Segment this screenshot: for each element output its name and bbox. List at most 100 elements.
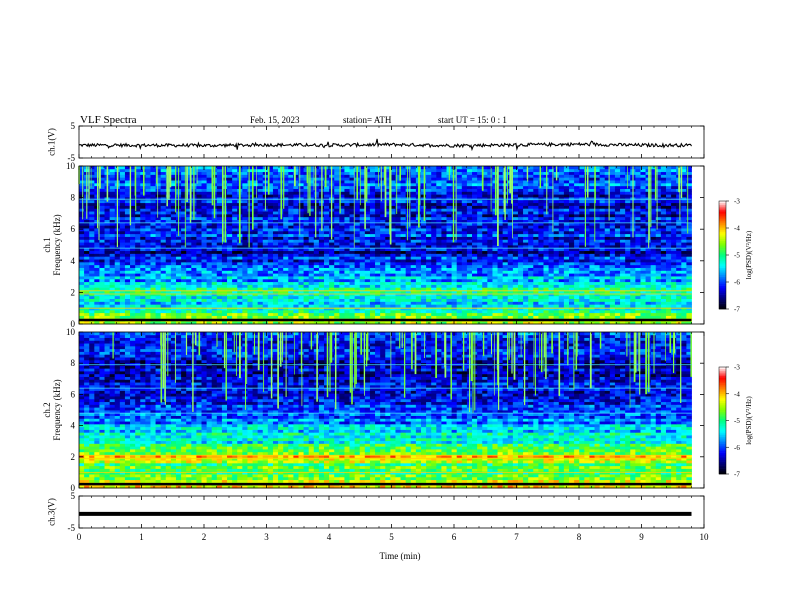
spectrogram-cell (645, 304, 652, 308)
spectrogram-cell (507, 284, 514, 288)
spectrogram-cell (375, 219, 381, 223)
spectrogram-cell (175, 284, 182, 288)
spectrogram-cell (283, 245, 289, 249)
spectrogram-cell (181, 261, 187, 266)
spectrogram-cell (426, 230, 432, 235)
spectrogram-cell (543, 267, 549, 271)
spectrogram-cell (625, 287, 631, 291)
spectrogram-cell (482, 309, 488, 314)
spectrogram-cell (594, 228, 601, 232)
spectrogram-cell (247, 315, 253, 319)
spectrogram-cell (665, 222, 672, 226)
spectrogram-cell (533, 261, 539, 266)
spectrogram-cell (492, 278, 498, 283)
spectrogram-cell (395, 267, 401, 271)
spectrogram-cell (119, 273, 126, 277)
spectrogram-cell (395, 256, 401, 260)
spectrogram-cell (227, 242, 233, 246)
spectrogram-cell (635, 216, 641, 221)
spectrogram-cell (594, 307, 601, 311)
spectrogram-cell (191, 273, 197, 277)
spectrogram-cell (308, 295, 315, 300)
spectrogram-cell (252, 321, 259, 325)
spectrogram-cell (466, 245, 473, 249)
spectrogram-cell (665, 307, 672, 311)
spectrogram-cell (339, 278, 345, 283)
spectrogram-cell (553, 239, 560, 243)
spectrogram-cell (232, 233, 238, 237)
spectrogram-cell (528, 228, 534, 232)
spectrogram-cell (186, 239, 192, 243)
spectrogram-cell (181, 245, 187, 249)
spectrogram-cell (257, 290, 264, 294)
spectrogram-cell (400, 259, 407, 263)
spectrogram-cell (665, 290, 672, 294)
spectrogram-cell (390, 276, 396, 280)
spectrogram-cell (446, 284, 452, 288)
spectrogram-cell (640, 253, 646, 257)
spectrogram-cell (201, 213, 207, 218)
spectrogram-cell (288, 278, 294, 283)
spectrogram-cell (686, 211, 692, 215)
spectrogram-cell (507, 228, 514, 232)
spectrogram-cell (160, 213, 167, 218)
spectrogram-cell (385, 312, 391, 316)
spectrogram-cell (257, 315, 264, 319)
spectrogram-cell (395, 312, 401, 316)
spectrogram-cell (109, 253, 116, 257)
spectrogram-cell (329, 253, 335, 257)
spectrogram-cell (364, 213, 371, 218)
y-axis-label: ch.1(V) (47, 128, 57, 156)
spectrogram-cell (400, 281, 407, 285)
spectrogram-cell (507, 292, 514, 297)
spectrogram-cell (196, 256, 202, 260)
spectrogram-cell (482, 216, 488, 221)
spectrogram-cell (400, 230, 407, 235)
spectrogram-cell (191, 315, 197, 319)
spectrogram-cell (502, 273, 509, 277)
spectrogram-cell (359, 239, 366, 243)
spectrogram-cell (431, 213, 437, 218)
spectrogram-cell (492, 219, 498, 223)
spectrogram-cell (344, 216, 350, 221)
spectrogram-cell (181, 270, 187, 274)
spectrogram-cell (405, 290, 412, 294)
spectrogram-cell (303, 228, 310, 232)
spectrogram-cell (293, 228, 299, 232)
spectrogram-cell (99, 211, 105, 215)
spectrogram-cell (232, 253, 238, 257)
spectrogram-cell (512, 213, 519, 218)
spectrogram-cell (119, 281, 126, 285)
spectrogram-cell (114, 253, 121, 257)
spectrogram-cell (349, 295, 356, 300)
spectrogram-cell (170, 304, 177, 308)
spectrogram-cell (237, 261, 243, 266)
spectrogram-cell (538, 228, 544, 232)
spectrogram-cell (124, 216, 131, 221)
spectrogram-cell (584, 292, 590, 297)
spectrogram-cell (620, 264, 626, 268)
spectrogram-cell (380, 211, 386, 215)
spectrogram-cell (135, 287, 141, 291)
spectrogram-cell (242, 216, 248, 221)
spectrogram-cell (645, 292, 652, 297)
spectrogram-cell (538, 213, 544, 218)
spectrogram-cell (533, 211, 539, 215)
spectrogram-cell (257, 292, 264, 297)
spectrogram-cell (441, 307, 447, 311)
spectrogram-cell (466, 208, 473, 212)
spectrogram-cell (298, 230, 304, 235)
spectrogram-cell (517, 290, 524, 294)
spectrogram-cell (655, 315, 662, 319)
spectrogram-cell (104, 309, 111, 314)
spectrogram-cell (405, 301, 412, 305)
spectrogram-cell (563, 281, 570, 285)
spectrogram-cell (272, 304, 279, 308)
spectrogram-cell (563, 225, 570, 229)
spectrogram-cell (140, 276, 146, 280)
spectrogram-cell (227, 264, 233, 268)
spectrogram-cell (390, 304, 396, 308)
spectrogram-cell (211, 298, 218, 302)
spectrogram-cell (262, 225, 269, 229)
spectrogram-cell (400, 222, 407, 226)
